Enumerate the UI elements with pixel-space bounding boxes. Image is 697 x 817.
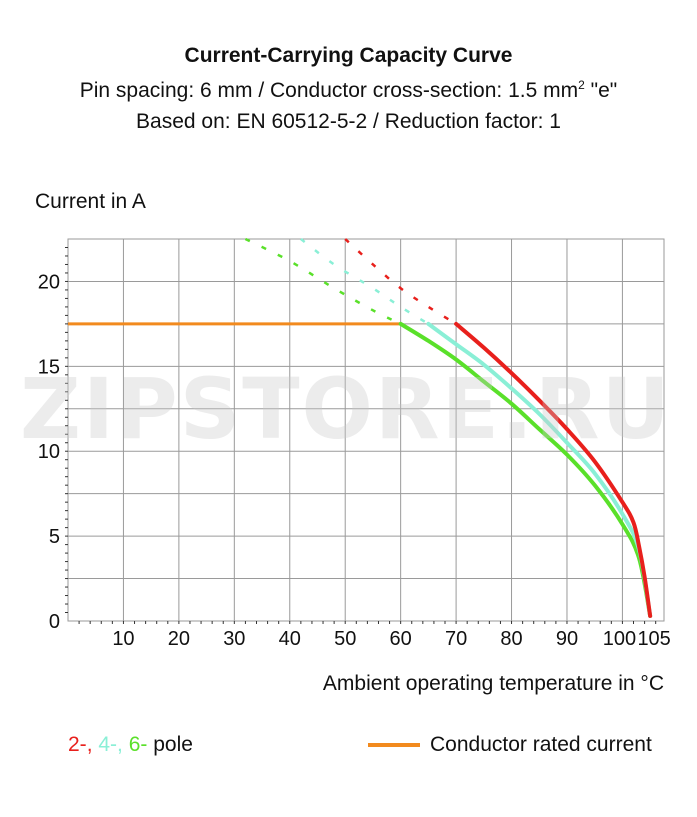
x-tick-label: 20	[168, 628, 190, 650]
legend-sep-2: ,	[117, 733, 129, 756]
legend-pole-6: 6-	[128, 733, 148, 756]
x-tick-label: 105	[637, 628, 670, 650]
superscript-2: 2	[578, 78, 585, 92]
legend-pole-suffix: pole	[147, 733, 193, 756]
legend-pole-4: 4-	[98, 733, 118, 756]
y-tick-label: 5	[49, 526, 60, 548]
y-tick-label: 15	[38, 356, 60, 378]
x-tick-label: 80	[500, 628, 522, 650]
x-tick-label: 10	[112, 628, 134, 650]
y-tick-label: 10	[38, 441, 60, 463]
chart-title: Current-Carrying Capacity Curve	[184, 44, 513, 67]
x-tick-label: 50	[334, 628, 356, 650]
x-tick-label: 60	[390, 628, 412, 650]
x-tick-label: 100	[603, 628, 636, 650]
chart-subtitle-standard: Based on: EN 60512-5-2 / Reduction facto…	[136, 110, 561, 133]
x-tick-label: 90	[556, 628, 578, 650]
subtitle-text: Pin spacing: 6 mm / Conductor cross-sect…	[79, 79, 579, 102]
legend-rated-swatch	[368, 743, 420, 747]
series-lines	[67, 237, 653, 618]
y-tick-label: 0	[49, 611, 60, 633]
legend-rated-current: Conductor rated current	[368, 733, 652, 757]
series-line-6-pole	[398, 321, 653, 618]
subtitle-suffix: "e"	[584, 79, 618, 102]
legend-pole: 2-, 4-, 6- pole	[68, 733, 193, 757]
series-line-2-pole	[454, 321, 653, 618]
series-dashed-2-pole	[344, 238, 457, 325]
watermark: ZIPSTORE.RU	[20, 360, 672, 458]
x-axis-label: Ambient operating temperature in °C	[322, 672, 664, 695]
tick-labels: 0 5 10 15 20 10 20 30 40 50 60 70 80 90 100 105	[38, 271, 671, 650]
x-tick-label: 40	[279, 628, 301, 650]
x-tick-label: 70	[445, 628, 467, 650]
legend-sep-1: ,	[86, 733, 99, 756]
legend-rated-label: Conductor rated current	[430, 733, 652, 756]
plot-frame	[67, 238, 665, 622]
x-tick-label: 30	[223, 628, 245, 650]
legend-pole-2: 2-	[68, 733, 87, 756]
chart-subtitle-pin-spacing: Pin spacing: 6 mm / Conductor cross-sect…	[0, 78, 697, 103]
y-axis-label: Current in A	[35, 190, 146, 213]
series-line-4-pole	[426, 321, 653, 618]
y-tick-label: 20	[38, 271, 60, 293]
